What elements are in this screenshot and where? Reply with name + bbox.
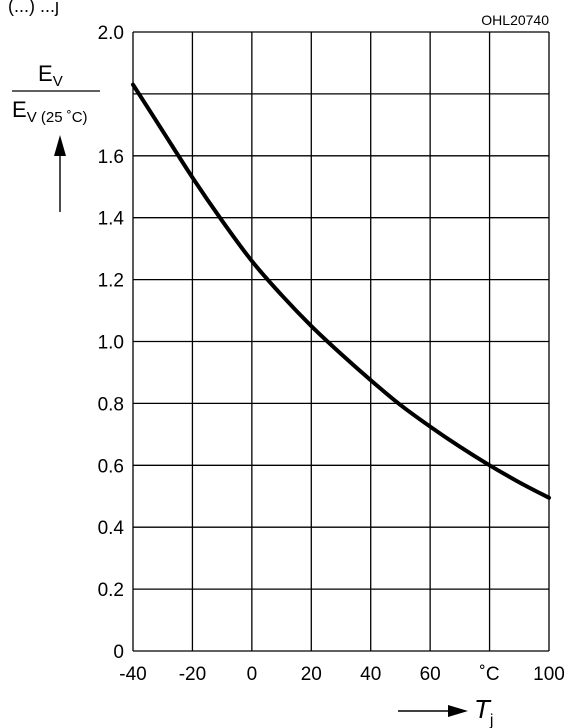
y-tick-label: 1.4 bbox=[98, 209, 125, 230]
y-tick-label: 2.0 bbox=[98, 23, 124, 44]
data-line bbox=[131, 82, 551, 500]
x-tick-label: ˚C bbox=[480, 664, 500, 685]
y-tick-label: 1.6 bbox=[98, 147, 124, 168]
y-tick-label: 0.8 bbox=[98, 394, 124, 415]
figure-code: OHL20740 bbox=[481, 12, 549, 28]
x-tick-label: -40 bbox=[119, 664, 146, 685]
y-tick-label: 1.2 bbox=[98, 271, 124, 292]
x-tick-label: 20 bbox=[301, 664, 322, 685]
y-label-denominator: EV (25 ˚C) bbox=[12, 97, 88, 126]
x-tick-label: 0 bbox=[247, 664, 258, 685]
header-partial-text: (...) ...j bbox=[8, 0, 59, 16]
x-tick-label: 60 bbox=[420, 664, 441, 685]
y-tick-label: 0.6 bbox=[98, 456, 124, 477]
x-tick-labels: -40 -20 0 20 40 60 ˚C 100 bbox=[119, 664, 565, 685]
y-tick-labels: 0 0.2 0.4 0.6 0.8 1.0 1.2 1.4 1.6 2.0 bbox=[98, 23, 125, 663]
x-tick-label: 40 bbox=[360, 664, 381, 685]
y-tick-label: 0 bbox=[113, 642, 124, 663]
x-axis-label: Tj bbox=[398, 694, 493, 728]
x-label-arrow-head-icon bbox=[448, 705, 468, 717]
y-tick-label: 0.4 bbox=[98, 518, 125, 539]
x-tick-label: 100 bbox=[533, 664, 565, 685]
x-tick-label: -20 bbox=[179, 664, 206, 685]
y-tick-label: 1.0 bbox=[98, 333, 124, 354]
y-tick-label: 0.2 bbox=[98, 580, 124, 601]
y-axis-label: EV EV (25 ˚C) bbox=[12, 61, 100, 212]
grid bbox=[132, 31, 550, 652]
x-label-text: Tj bbox=[474, 694, 493, 728]
y-label-numerator: EV bbox=[38, 61, 63, 90]
y-label-arrow-head-icon bbox=[54, 135, 66, 156]
